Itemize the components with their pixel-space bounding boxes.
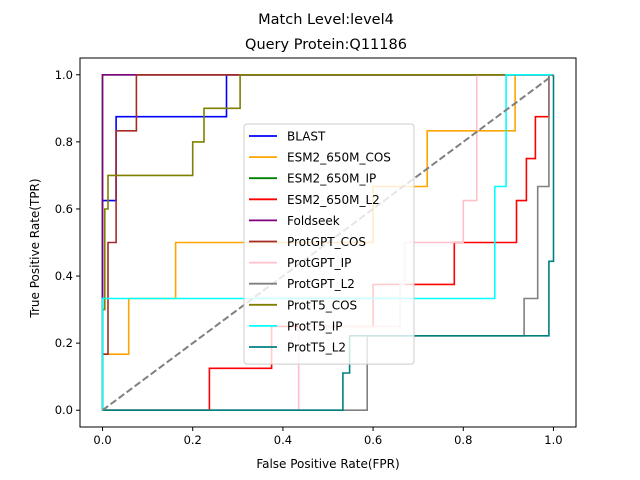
legend-label: ProtGPT_COS [287,235,366,249]
legend-box [243,123,415,365]
y-ticks: 0.0 0.2 0.4 0.6 0.8 1.0 [55,68,80,417]
x-axis-label: False Positive Rate(FPR) [256,457,399,471]
y-tick-label: 0.8 [55,135,73,149]
x-tick-label: 0.8 [454,433,472,447]
x-tick-label: 0.2 [184,433,202,447]
x-tick-label: 0.6 [364,433,382,447]
legend-label: ProtGPT_IP [287,256,351,270]
y-tick-label: 0.6 [55,202,73,216]
legend-label: ProtGPT_L2 [287,277,355,291]
plot-area [79,57,577,428]
x-tick-label: 1.0 [544,433,562,447]
legend-label: BLAST [287,130,326,144]
y-tick-label: 0.2 [55,336,73,350]
legend-label: ESM2_650M_L2 [287,193,380,207]
axes-frame [79,57,577,428]
x-tick-label: 0.4 [274,433,292,447]
series-line-prott5-cos [101,74,554,411]
series-line-protgpt-cos [101,74,554,411]
series-line-protgpt-l2 [102,74,554,411]
legend: BLAST ESM2_650M_COS ESM2_650M_IP ESM2_650M_… [243,123,415,365]
series-line-prott5-ip [101,74,554,411]
legend-label: ProtT5_IP [287,319,342,333]
legend-label: ProtT5_L2 [287,341,346,355]
y-tick-label: 0.0 [55,403,73,417]
legend-label: ProtT5_COS [287,298,357,312]
x-ticks: 0.0 0.2 0.4 0.6 0.8 1.0 [93,427,563,447]
chart-subtitle: Query Protein:Q11186 [245,37,407,53]
series-line-esm2-650m-l2 [102,74,554,411]
legend-label: ESM2_650M_IP [287,172,376,186]
y-tick-label: 0.4 [55,269,73,283]
chart-title: Match Level:level4 [258,12,394,28]
y-axis-label: True Positive Rate(TPR) [28,178,42,318]
x-tick-label: 0.0 [93,433,111,447]
y-tick-label: 1.0 [55,68,73,82]
legend-label: ESM2_650M_COS [287,151,391,165]
legend-label: Foldseek [287,214,340,228]
